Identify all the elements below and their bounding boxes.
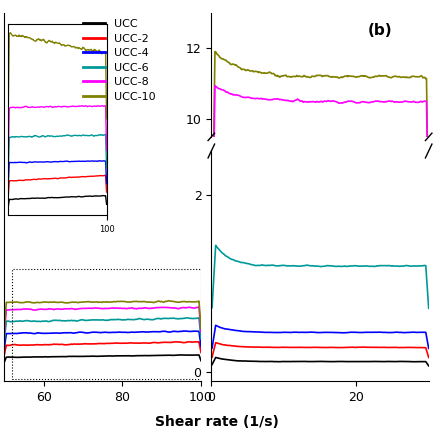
Text: Shear rate (1/s): Shear rate (1/s) — [155, 415, 278, 429]
Legend: UCC, UCC-2, UCC-4, UCC-6, UCC-8, UCC-10: UCC, UCC-2, UCC-4, UCC-6, UCC-8, UCC-10 — [79, 15, 160, 106]
Text: (b): (b) — [368, 23, 392, 38]
